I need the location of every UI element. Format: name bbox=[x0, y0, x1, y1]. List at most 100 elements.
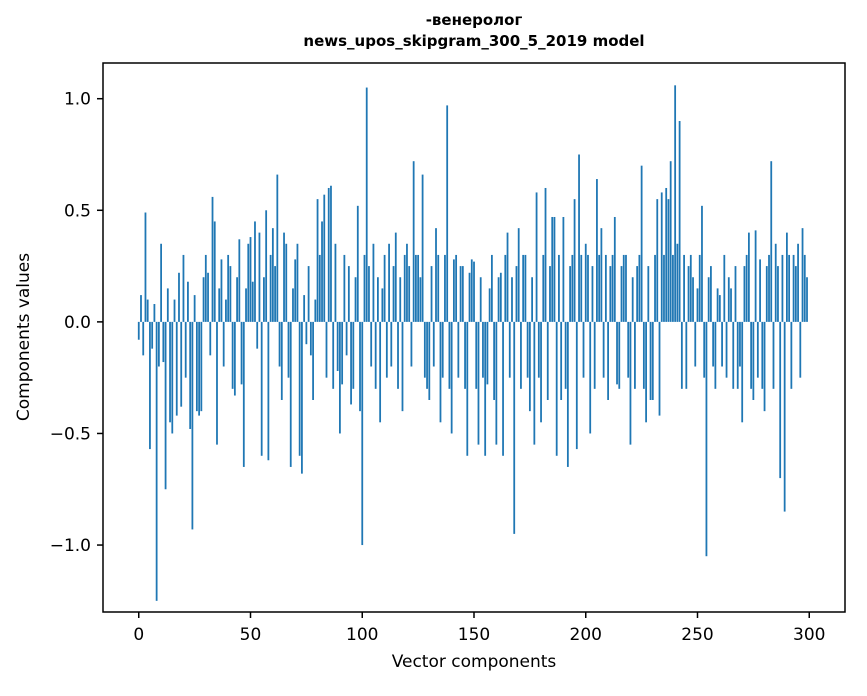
bar bbox=[526, 321, 529, 378]
bar bbox=[558, 254, 560, 322]
bar bbox=[672, 254, 674, 322]
bar bbox=[363, 254, 366, 322]
bar bbox=[602, 321, 605, 378]
bar bbox=[607, 321, 609, 400]
bar bbox=[734, 266, 737, 322]
bar bbox=[591, 266, 594, 322]
bar bbox=[540, 321, 542, 423]
bar bbox=[598, 254, 601, 322]
bar bbox=[162, 321, 165, 363]
bar bbox=[506, 232, 509, 322]
bar bbox=[537, 321, 540, 378]
bar bbox=[195, 321, 198, 412]
bar bbox=[589, 321, 592, 434]
bar bbox=[475, 321, 478, 389]
bar bbox=[582, 321, 585, 378]
bar bbox=[242, 321, 245, 467]
bar bbox=[238, 239, 241, 322]
bar bbox=[587, 254, 589, 322]
bar bbox=[330, 185, 332, 322]
bar bbox=[756, 321, 759, 378]
bar bbox=[350, 321, 352, 405]
bar bbox=[316, 199, 319, 322]
bar bbox=[584, 243, 587, 322]
bar bbox=[191, 321, 194, 530]
bar bbox=[336, 321, 339, 371]
bar bbox=[651, 321, 654, 400]
bar bbox=[278, 321, 281, 367]
bar bbox=[184, 321, 187, 378]
bar bbox=[544, 187, 547, 322]
bar bbox=[616, 321, 618, 385]
bar bbox=[531, 277, 533, 322]
bar bbox=[269, 254, 272, 322]
bar bbox=[663, 254, 665, 322]
bar bbox=[499, 272, 502, 322]
bar bbox=[669, 161, 672, 322]
bar bbox=[296, 243, 299, 322]
bar bbox=[151, 321, 154, 349]
bar bbox=[696, 288, 699, 322]
bar bbox=[497, 277, 500, 322]
bar bbox=[660, 192, 663, 322]
bar bbox=[207, 272, 209, 322]
bar bbox=[477, 321, 480, 445]
bar bbox=[645, 321, 647, 423]
y-tick-label: 1.0 bbox=[64, 90, 91, 110]
bar bbox=[406, 243, 408, 322]
bar bbox=[569, 266, 571, 322]
bar bbox=[678, 121, 681, 322]
bar bbox=[432, 321, 435, 367]
bar bbox=[423, 321, 426, 378]
bar bbox=[627, 321, 630, 378]
bar bbox=[280, 321, 283, 400]
bar bbox=[520, 321, 522, 389]
bar bbox=[513, 321, 516, 534]
bar bbox=[157, 321, 160, 367]
bar bbox=[332, 321, 335, 389]
bar bbox=[216, 321, 218, 445]
bar bbox=[707, 277, 710, 322]
bar bbox=[777, 266, 779, 322]
bar bbox=[283, 232, 285, 322]
bar bbox=[712, 321, 715, 367]
bar bbox=[430, 266, 433, 322]
bar bbox=[256, 321, 259, 349]
bar bbox=[609, 266, 612, 322]
bar bbox=[466, 321, 469, 456]
bar bbox=[209, 321, 212, 356]
bar bbox=[249, 237, 252, 322]
bar bbox=[716, 288, 719, 322]
bar bbox=[511, 277, 513, 322]
bar bbox=[573, 199, 576, 322]
bar bbox=[164, 321, 167, 490]
bar bbox=[517, 228, 520, 322]
x-tick-label: 300 bbox=[793, 625, 825, 645]
bar bbox=[392, 266, 395, 322]
bar bbox=[692, 277, 694, 322]
bar bbox=[258, 232, 261, 322]
bar bbox=[618, 321, 621, 389]
bar bbox=[240, 321, 243, 385]
bar bbox=[470, 259, 473, 322]
bar bbox=[685, 321, 688, 389]
bar bbox=[680, 321, 683, 389]
bar bbox=[493, 321, 496, 400]
bar bbox=[622, 254, 625, 322]
x-axis-label: Vector components bbox=[391, 652, 557, 672]
bar bbox=[575, 321, 578, 450]
bar bbox=[202, 277, 205, 322]
bar bbox=[365, 87, 368, 322]
bar bbox=[640, 165, 643, 322]
bar bbox=[287, 321, 290, 378]
bar bbox=[743, 266, 746, 322]
bar bbox=[801, 228, 804, 322]
x-tick-label: 100 bbox=[346, 625, 378, 645]
bar bbox=[455, 254, 458, 322]
bar bbox=[571, 254, 574, 322]
bar bbox=[285, 243, 288, 322]
bar bbox=[638, 254, 641, 322]
bar bbox=[182, 254, 185, 322]
bar bbox=[676, 243, 679, 322]
